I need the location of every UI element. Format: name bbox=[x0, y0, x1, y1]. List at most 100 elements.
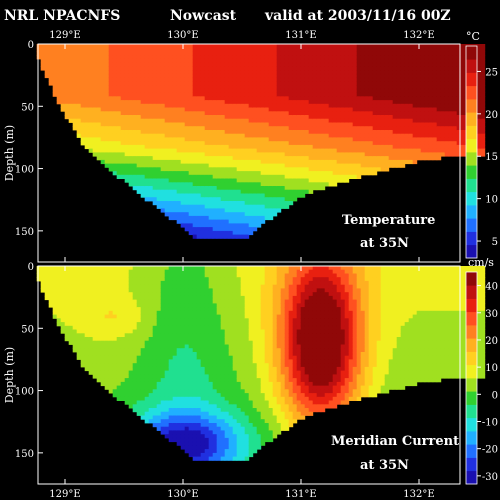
field-cell bbox=[148, 130, 154, 135]
field-cell bbox=[40, 277, 46, 282]
field-cell bbox=[376, 133, 382, 138]
field-cell bbox=[200, 197, 206, 202]
field-cell bbox=[268, 100, 274, 105]
field-cell bbox=[188, 77, 194, 82]
field-cell bbox=[372, 70, 378, 75]
field-cell bbox=[300, 100, 306, 105]
field-cell bbox=[120, 284, 126, 289]
field-cell bbox=[184, 66, 190, 71]
field-cell bbox=[56, 47, 62, 52]
field-cell bbox=[136, 322, 142, 327]
field-cell bbox=[240, 156, 246, 161]
field-cell bbox=[248, 144, 254, 150]
field-cell bbox=[312, 137, 318, 142]
field-cell bbox=[124, 163, 130, 168]
field-cell bbox=[404, 103, 410, 108]
field-cell bbox=[144, 419, 150, 424]
field-cell bbox=[368, 81, 374, 86]
field-cell bbox=[204, 81, 210, 86]
field-cell bbox=[376, 96, 382, 101]
field-cell bbox=[188, 186, 194, 191]
field-cell bbox=[344, 107, 350, 112]
field-cell bbox=[72, 307, 78, 312]
field-cell bbox=[272, 201, 278, 206]
field-cell bbox=[100, 107, 106, 112]
field-cell bbox=[328, 174, 334, 179]
field-cell bbox=[280, 126, 286, 131]
field-cell bbox=[332, 103, 338, 108]
field-cell bbox=[420, 107, 426, 112]
field-cell bbox=[404, 118, 410, 123]
field-cell bbox=[144, 381, 150, 387]
field-cell bbox=[128, 73, 134, 79]
field-cell bbox=[356, 88, 362, 93]
field-cell bbox=[212, 148, 218, 153]
field-cell bbox=[128, 137, 134, 142]
field-cell bbox=[84, 137, 90, 142]
field-cell bbox=[92, 81, 98, 86]
field-cell bbox=[228, 58, 234, 64]
field-cell bbox=[312, 51, 318, 56]
field-cell bbox=[232, 227, 238, 232]
field-cell bbox=[248, 189, 254, 194]
field-cell bbox=[340, 159, 346, 165]
field-cell bbox=[212, 193, 218, 198]
field-cell bbox=[240, 230, 246, 236]
field-cell bbox=[260, 44, 266, 49]
field-cell bbox=[148, 288, 154, 293]
field-cell bbox=[176, 73, 182, 79]
field-cell bbox=[92, 348, 98, 353]
field-cell bbox=[132, 355, 138, 360]
field-cell bbox=[264, 58, 270, 64]
field-cell bbox=[216, 118, 222, 123]
field-cell bbox=[88, 118, 94, 123]
field-cell bbox=[312, 178, 318, 183]
field-cell bbox=[120, 396, 126, 401]
field-cell bbox=[364, 115, 370, 120]
field-cell bbox=[428, 148, 434, 153]
field-cell bbox=[140, 307, 146, 312]
field-cell bbox=[108, 359, 114, 364]
field-cell bbox=[88, 284, 94, 289]
field-cell bbox=[224, 223, 230, 228]
field-cell bbox=[340, 51, 346, 56]
field-cell bbox=[196, 212, 202, 217]
field-cell bbox=[180, 219, 186, 224]
field-cell bbox=[308, 126, 314, 131]
field-cell bbox=[456, 126, 462, 131]
field-cell bbox=[240, 182, 246, 187]
field-cell bbox=[216, 137, 222, 142]
field-cell bbox=[212, 70, 218, 75]
field-cell bbox=[188, 55, 194, 60]
field-cell bbox=[120, 137, 126, 142]
field-cell bbox=[332, 130, 338, 135]
field-cell bbox=[104, 295, 110, 301]
field-cell bbox=[264, 122, 270, 127]
field-cell bbox=[156, 186, 162, 191]
field-cell bbox=[80, 292, 86, 297]
field-cell bbox=[448, 70, 454, 75]
field-cell bbox=[200, 182, 206, 187]
field-cell bbox=[136, 411, 142, 416]
field-cell bbox=[376, 73, 382, 79]
field-cell bbox=[476, 100, 482, 105]
field-cell bbox=[208, 204, 214, 209]
field-cell bbox=[480, 58, 486, 64]
field-cell bbox=[128, 363, 134, 368]
field-cell bbox=[380, 159, 386, 165]
field-cell bbox=[124, 96, 130, 101]
field-cell bbox=[256, 167, 262, 172]
field-cell bbox=[352, 73, 358, 79]
field-cell bbox=[220, 234, 226, 239]
field-cell bbox=[200, 193, 206, 198]
field-cell bbox=[192, 201, 198, 206]
field-cell bbox=[144, 363, 150, 368]
field-cell bbox=[220, 133, 226, 138]
field-cell bbox=[344, 178, 350, 183]
field-cell bbox=[136, 269, 142, 274]
field-cell bbox=[100, 273, 106, 278]
field-cell bbox=[320, 137, 326, 142]
field-cell bbox=[108, 314, 114, 319]
field-cell bbox=[432, 47, 438, 52]
field-cell bbox=[176, 133, 182, 138]
